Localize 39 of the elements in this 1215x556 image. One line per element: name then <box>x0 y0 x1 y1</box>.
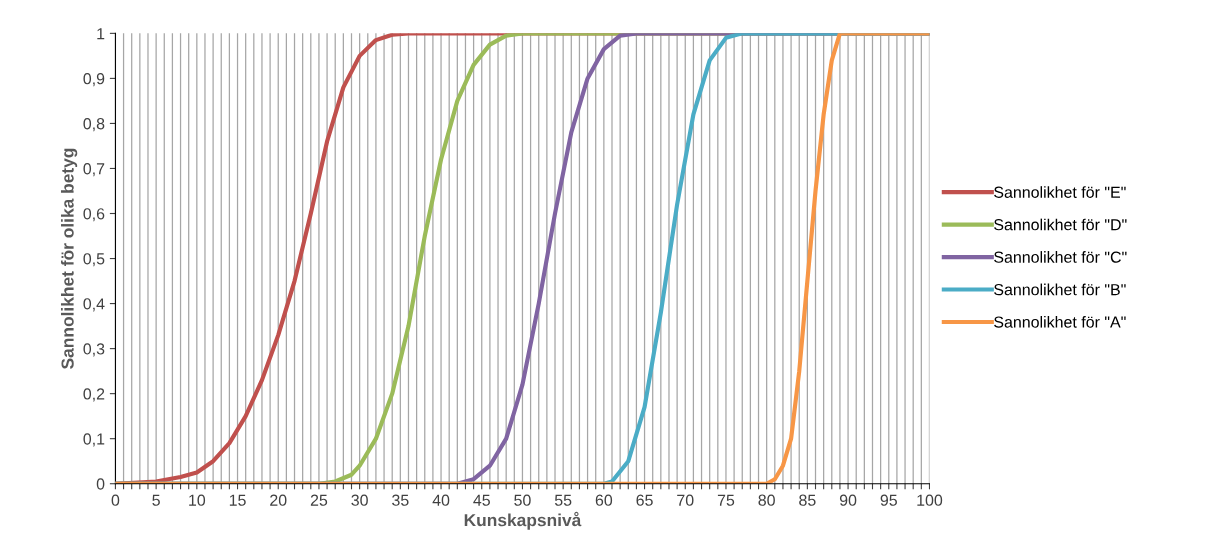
x-tick-label: 75 <box>717 494 735 506</box>
legend-label: Sannolikhet för "E" <box>994 186 1126 198</box>
x-tick-label: 15 <box>229 494 246 506</box>
x-tick-label: 20 <box>270 494 287 506</box>
y-axis-title: Sannolikhet för olika betyg <box>60 148 78 369</box>
x-tick-label: 10 <box>189 494 206 506</box>
legend-label: Sannolikhet för "C" <box>994 251 1127 263</box>
y-tick-label: 0,5 <box>83 253 105 267</box>
x-tick-label: 45 <box>473 494 490 506</box>
x-tick-label: 95 <box>880 494 897 506</box>
x-tick-label: 100 <box>917 494 943 506</box>
y-tick-label: 0,9 <box>83 73 105 87</box>
x-tick-label: 70 <box>677 494 694 506</box>
x-tick-label: 30 <box>351 494 368 506</box>
x-tick-label: 40 <box>432 494 450 506</box>
x-axis-title: Kunskapsnivå <box>464 511 582 530</box>
x-tick-label: 80 <box>758 494 775 506</box>
y-tick-label: 0 <box>96 478 105 490</box>
x-tick-label: 35 <box>392 494 409 506</box>
x-tick-label: 85 <box>799 494 816 506</box>
x-tick-label: 0 <box>111 494 120 506</box>
x-tick-label: 25 <box>310 494 328 506</box>
y-tick-label: 0,4 <box>83 298 105 312</box>
x-tick-label: 60 <box>595 494 613 506</box>
x-tick-label: 5 <box>152 494 160 506</box>
legend-label: Sannolikhet för "B" <box>994 283 1126 296</box>
y-tick-label: 0,8 <box>83 118 105 132</box>
y-tick-label: 0,3 <box>83 343 105 357</box>
x-tick-label: 50 <box>514 494 531 506</box>
y-tick-label: 1 <box>97 28 105 40</box>
y-tick-label: 0,2 <box>83 388 105 402</box>
y-tick-label: 0,1 <box>83 433 105 447</box>
legend-label: Sannolikhet för "D" <box>994 218 1127 231</box>
x-tick-label: 65 <box>636 494 653 506</box>
legend-label: Sannolikhet för "A" <box>994 316 1126 328</box>
x-tick-label: 90 <box>839 494 857 506</box>
y-tick-label: 0,6 <box>83 208 105 222</box>
x-tick-label: 55 <box>554 494 572 506</box>
y-tick-label: 0,7 <box>83 163 105 177</box>
